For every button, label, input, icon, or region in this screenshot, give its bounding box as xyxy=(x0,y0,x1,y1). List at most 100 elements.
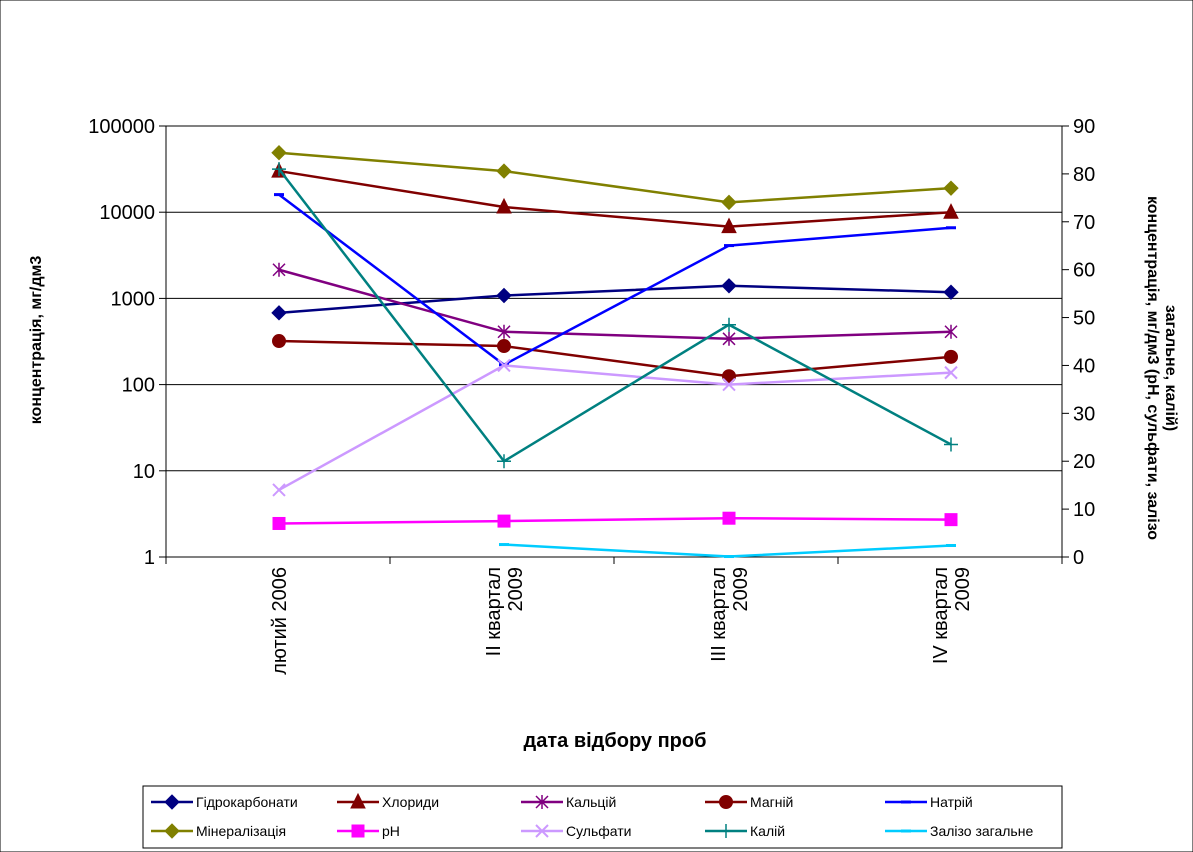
category-label-line: 2009 xyxy=(952,567,974,612)
series-Магній xyxy=(272,334,958,384)
series-Мінералізація xyxy=(271,144,959,211)
series-line xyxy=(278,284,952,315)
series-Калій xyxy=(272,162,958,469)
data-point xyxy=(496,163,512,179)
category-label-line: лютий 2006 xyxy=(269,567,291,675)
data-point xyxy=(944,349,958,364)
legend-label: Натрій xyxy=(930,794,973,810)
series-line xyxy=(278,151,952,204)
gridlines xyxy=(166,125,1062,472)
left-tick-label: 1 xyxy=(144,547,155,569)
series-line xyxy=(278,268,952,341)
data-point xyxy=(496,197,512,214)
right-axis-title-line-2: загальне, калій) xyxy=(1162,305,1179,431)
right-tick-label: 70 xyxy=(1073,212,1095,234)
legend-item: pH xyxy=(337,823,400,839)
data-point xyxy=(722,317,736,332)
left-axis-ticks: 1 10 100 1000 10000 100000 xyxy=(88,116,166,569)
category-label: IV квартал 2009 xyxy=(930,567,974,664)
legend-item: Хлориди xyxy=(337,792,439,810)
right-tick-label: 0 xyxy=(1073,547,1084,569)
right-tick-label: 10 xyxy=(1073,499,1095,521)
legend-label: Мінералізація xyxy=(196,823,286,839)
legend-swatch-marker xyxy=(719,824,733,838)
legend-label: pH xyxy=(382,823,400,839)
legend-label: Сульфати xyxy=(566,823,632,839)
data-point xyxy=(272,262,286,277)
category-label-line: 2009 xyxy=(505,567,527,612)
series-Гідрокарбонати xyxy=(271,278,959,321)
legend-swatch-marker xyxy=(535,795,549,809)
series-line xyxy=(278,516,952,525)
legend-item: Мінералізація xyxy=(151,823,286,839)
legend-item: Гідрокарбонати xyxy=(151,794,298,810)
legend-swatch-marker xyxy=(164,823,180,839)
data-point xyxy=(272,334,286,349)
category-label: ІІІ квартал 2009 xyxy=(708,567,752,662)
data-point xyxy=(722,511,736,525)
data-point xyxy=(944,324,958,339)
series-line xyxy=(278,339,952,378)
data-point xyxy=(721,278,737,294)
left-tick-label: 100 xyxy=(122,375,155,397)
series-line xyxy=(278,364,952,492)
data-point xyxy=(943,180,959,196)
data-point xyxy=(271,305,287,321)
right-tick-label: 40 xyxy=(1073,355,1095,377)
data-point xyxy=(272,483,286,497)
right-axis-ticks: 0 10 20 30 40 50 60 70 80 90 xyxy=(1062,116,1095,569)
category-label-line: ІІІ квартал xyxy=(708,567,730,662)
data-point xyxy=(943,284,959,300)
data-point xyxy=(722,369,736,384)
series-line xyxy=(278,168,952,463)
data-point xyxy=(722,331,736,346)
series-Залізо загальне xyxy=(499,543,956,559)
data-point xyxy=(721,217,737,234)
category-label-line: 2009 xyxy=(730,567,752,612)
category-label-line: IV квартал xyxy=(930,567,952,664)
left-axis-title: концентрація, мг/дм3 xyxy=(28,256,45,425)
data-point xyxy=(497,454,511,469)
right-tick-label: 60 xyxy=(1073,260,1095,282)
data-point xyxy=(722,377,736,392)
data-point xyxy=(496,287,512,304)
left-tick-label: 100000 xyxy=(88,116,155,138)
data-point xyxy=(721,194,737,211)
series-pH xyxy=(272,511,958,530)
data-point xyxy=(272,162,286,177)
legend-swatch-marker xyxy=(535,824,549,838)
legend: Гідрокарбонати Хлориди Кальцій Магній Натрій… xyxy=(151,792,1033,839)
legend-box xyxy=(142,785,1063,849)
left-tick-label: 10000 xyxy=(99,202,155,224)
data-point xyxy=(944,437,958,452)
series-Кальцій xyxy=(272,262,958,346)
legend-item: Калій xyxy=(705,823,785,839)
legend-label: Магній xyxy=(750,794,793,810)
right-tick-label: 90 xyxy=(1073,116,1095,138)
series-Натрій xyxy=(274,193,956,367)
legend-swatch-marker xyxy=(719,795,733,809)
data-point xyxy=(944,513,958,527)
x-axis-title: дата відбору проб xyxy=(524,730,707,752)
right-tick-label: 30 xyxy=(1073,403,1095,425)
data-point xyxy=(497,339,511,354)
series-line xyxy=(278,169,952,228)
data-point xyxy=(497,324,511,339)
data-point xyxy=(271,144,287,161)
data-point xyxy=(943,203,959,219)
legend-swatch-marker xyxy=(164,794,180,810)
data-point xyxy=(944,365,958,380)
legend-swatch-marker xyxy=(350,792,366,809)
legend-item: Кальцій xyxy=(521,794,616,810)
left-tick-label: 1000 xyxy=(111,288,156,310)
right-axis-title-line-1: концентрація, мг/дм3 (pH, сульфати, залі… xyxy=(1144,196,1161,540)
category-label: ІІ квартал 2009 xyxy=(483,567,527,656)
legend-label: Калій xyxy=(750,823,785,839)
right-tick-label: 20 xyxy=(1073,451,1095,473)
data-point xyxy=(272,516,286,530)
legend-item: Сульфати xyxy=(521,823,632,839)
legend-label: Хлориди xyxy=(382,794,439,810)
legend-label: Кальцій xyxy=(566,794,616,810)
